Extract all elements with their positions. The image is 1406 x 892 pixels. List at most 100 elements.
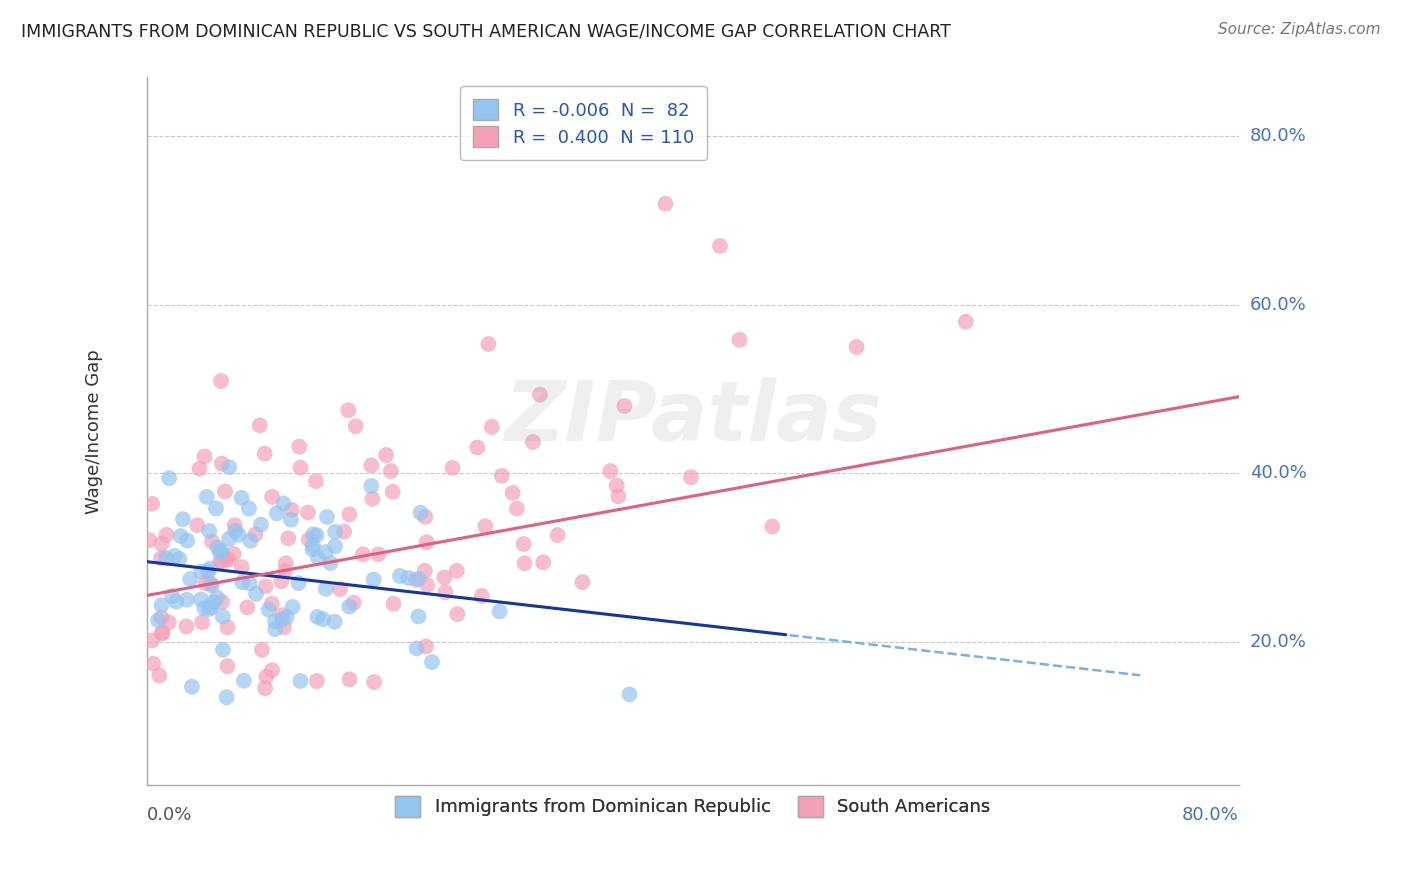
Point <box>302 527 325 541</box>
Point <box>416 578 439 592</box>
Point <box>339 508 361 522</box>
Point <box>606 478 628 492</box>
Point <box>728 333 751 347</box>
Point <box>619 687 641 701</box>
Text: 80.0%: 80.0% <box>1250 128 1306 145</box>
Point <box>413 509 436 524</box>
Point <box>209 544 232 558</box>
Point <box>271 608 294 623</box>
Point <box>522 434 544 449</box>
Point <box>273 496 295 510</box>
Point <box>257 602 280 616</box>
Point <box>170 529 193 543</box>
Point <box>198 602 221 616</box>
Point <box>281 503 304 517</box>
Point <box>201 534 224 549</box>
Text: 40.0%: 40.0% <box>1250 465 1306 483</box>
Point <box>396 571 419 585</box>
Point <box>150 598 173 612</box>
Point <box>207 591 229 605</box>
Point <box>239 533 262 548</box>
Point <box>488 605 510 619</box>
Point <box>270 574 292 589</box>
Point <box>211 457 233 471</box>
Point <box>191 615 214 630</box>
Point <box>709 239 731 253</box>
Point <box>433 571 456 585</box>
Point <box>211 555 233 569</box>
Point <box>222 547 245 561</box>
Point <box>150 551 173 566</box>
Point <box>339 673 361 687</box>
Point <box>305 674 328 689</box>
Point <box>245 527 267 541</box>
Point <box>254 670 277 684</box>
Point <box>186 518 208 533</box>
Point <box>408 609 430 624</box>
Point <box>273 620 295 634</box>
Point <box>197 565 219 579</box>
Text: 0.0%: 0.0% <box>146 806 193 824</box>
Text: IMMIGRANTS FROM DOMINICAN REPUBLIC VS SOUTH AMERICAN WAGE/INCOME GAP CORRELATION: IMMIGRANTS FROM DOMINICAN REPUBLIC VS SO… <box>21 22 950 40</box>
Point <box>323 539 346 553</box>
Point <box>150 626 173 640</box>
Point <box>329 582 352 596</box>
Point <box>264 614 287 628</box>
Point <box>231 560 253 574</box>
Point <box>337 403 360 417</box>
Point <box>513 556 536 570</box>
Point <box>179 572 201 586</box>
Point <box>231 575 253 590</box>
Point <box>176 619 198 633</box>
Point <box>218 532 240 546</box>
Point <box>150 625 173 640</box>
Point <box>298 533 321 547</box>
Text: Source: ZipAtlas.com: Source: ZipAtlas.com <box>1218 22 1381 37</box>
Point <box>302 538 325 552</box>
Point <box>276 610 298 624</box>
Point <box>465 441 488 455</box>
Point <box>198 524 221 538</box>
Point <box>231 491 253 505</box>
Point <box>271 613 294 627</box>
Point <box>224 524 246 538</box>
Point <box>190 592 212 607</box>
Point <box>218 460 240 475</box>
Point <box>150 537 173 551</box>
Point <box>307 610 329 624</box>
Point <box>388 569 411 583</box>
Point <box>262 490 284 504</box>
Point <box>150 610 173 624</box>
Point <box>218 553 240 567</box>
Point <box>215 551 238 566</box>
Point <box>211 595 233 609</box>
Point <box>224 518 246 533</box>
Point <box>316 509 339 524</box>
Point <box>193 601 215 615</box>
Point <box>217 659 239 673</box>
Point <box>239 576 262 591</box>
Point <box>502 486 524 500</box>
Point <box>323 615 346 629</box>
Point <box>315 545 337 559</box>
Point <box>474 519 496 533</box>
Point <box>613 399 636 413</box>
Point <box>249 418 271 433</box>
Point <box>141 497 163 511</box>
Point <box>155 528 177 542</box>
Point <box>290 673 312 688</box>
Point <box>333 524 356 539</box>
Point <box>250 643 273 657</box>
Point <box>297 506 319 520</box>
Point <box>679 470 702 484</box>
Point <box>375 448 398 462</box>
Point <box>176 592 198 607</box>
Point <box>599 464 621 478</box>
Point <box>531 555 554 569</box>
Point <box>141 633 163 648</box>
Point <box>405 573 427 587</box>
Point <box>190 565 212 579</box>
Point <box>211 609 233 624</box>
Text: 60.0%: 60.0% <box>1250 296 1306 314</box>
Point <box>254 681 277 696</box>
